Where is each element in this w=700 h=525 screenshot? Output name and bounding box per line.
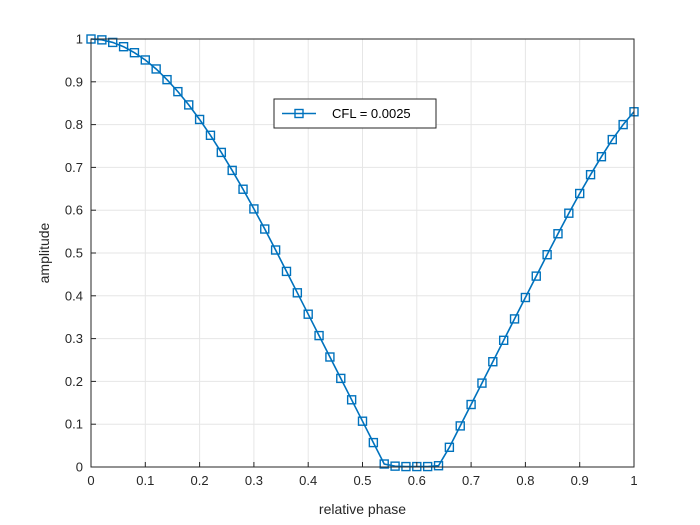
data-point-marker — [227, 165, 237, 176]
y-tick-label: 0.4 — [65, 288, 83, 303]
data-point-marker — [173, 86, 183, 97]
data-point-marker — [162, 74, 172, 85]
data-point-marker — [184, 100, 194, 110]
data-point-marker — [585, 169, 596, 180]
x-tick-label: 0.9 — [571, 473, 589, 488]
data-point-marker — [216, 147, 227, 158]
data-point-marker — [618, 119, 628, 130]
data-point-marker — [238, 184, 248, 194]
tick-marks — [90, 38, 635, 468]
data-point-marker — [433, 461, 444, 471]
y-tick-label: 0.5 — [65, 246, 83, 261]
data-point-marker — [118, 42, 129, 52]
series-layer — [86, 34, 639, 472]
data-point-marker — [466, 399, 476, 410]
data-point-marker — [509, 314, 520, 324]
data-point-marker — [379, 459, 389, 469]
data-point-marker — [607, 134, 617, 145]
data-point-marker — [303, 309, 313, 319]
data-point-marker — [542, 250, 552, 260]
data-point-marker — [575, 188, 585, 199]
y-tick-label: 0.3 — [65, 331, 83, 346]
series-1 — [86, 34, 639, 472]
legend-item: CFL = 0.0025 — [282, 106, 411, 121]
data-point-marker — [140, 55, 151, 65]
data-point-marker — [368, 437, 379, 448]
data-point-marker — [129, 48, 140, 58]
x-tick-label: 0.1 — [136, 473, 154, 488]
y-tick-label: 0.7 — [65, 160, 83, 175]
data-point-marker — [314, 330, 324, 341]
data-point-marker — [455, 421, 465, 431]
data-point-marker — [477, 378, 487, 388]
x-tick-label: 1 — [630, 473, 637, 488]
data-point-marker — [97, 35, 107, 45]
data-point-marker — [281, 266, 292, 277]
y-axis-label: amplitude — [36, 222, 52, 283]
x-tick-label: 0.8 — [516, 473, 534, 488]
y-tick-label: 1 — [76, 32, 83, 47]
data-point-marker — [596, 151, 607, 162]
y-tick-label: 0.1 — [65, 417, 83, 432]
y-tick-labels: 0 0.1 0.2 0.3 0.4 0.5 0.6 0.7 0.8 0.9 1 — [65, 32, 83, 475]
data-point-marker — [325, 352, 335, 362]
data-point-marker — [151, 64, 161, 74]
data-point-marker — [205, 130, 216, 141]
data-point-marker — [488, 357, 498, 367]
y-tick-label: 0.8 — [65, 117, 83, 132]
data-point-marker — [292, 288, 303, 298]
data-point-marker — [260, 224, 270, 234]
x-axis-label: relative phase — [319, 501, 406, 517]
x-tick-label: 0.3 — [245, 473, 263, 488]
y-tick-label: 0.2 — [65, 374, 83, 389]
data-point-marker — [194, 114, 205, 125]
data-point-marker — [498, 335, 509, 346]
data-point-marker — [444, 442, 455, 453]
y-tick-label: 0 — [76, 460, 83, 475]
data-point-marker — [357, 416, 368, 426]
x-tick-label: 0 — [87, 473, 94, 488]
x-tick-labels: 0 0.1 0.2 0.3 0.4 0.5 0.6 0.7 0.8 0.9 1 — [87, 473, 637, 488]
data-point-marker — [553, 229, 563, 239]
data-point-marker — [390, 461, 400, 471]
y-tick-label: 0.9 — [65, 74, 83, 89]
data-point-marker — [108, 37, 118, 48]
data-point-marker — [564, 208, 574, 218]
data-point-marker — [346, 395, 357, 405]
x-tick-label: 0.2 — [191, 473, 209, 488]
x-tick-label: 0.6 — [408, 473, 426, 488]
x-tick-label: 0.5 — [353, 473, 371, 488]
data-point-marker — [520, 292, 531, 303]
data-point-marker — [531, 271, 541, 281]
data-point-marker — [270, 245, 281, 255]
x-tick-label: 0.4 — [299, 473, 317, 488]
legend-label: CFL = 0.0025 — [332, 106, 411, 121]
y-tick-label: 0.6 — [65, 203, 83, 218]
data-point-marker — [336, 373, 346, 384]
legend: CFL = 0.0025 — [273, 98, 437, 129]
legend-marker-sample — [294, 108, 304, 119]
x-tick-label: 0.7 — [462, 473, 480, 488]
data-point-marker — [249, 204, 259, 214]
